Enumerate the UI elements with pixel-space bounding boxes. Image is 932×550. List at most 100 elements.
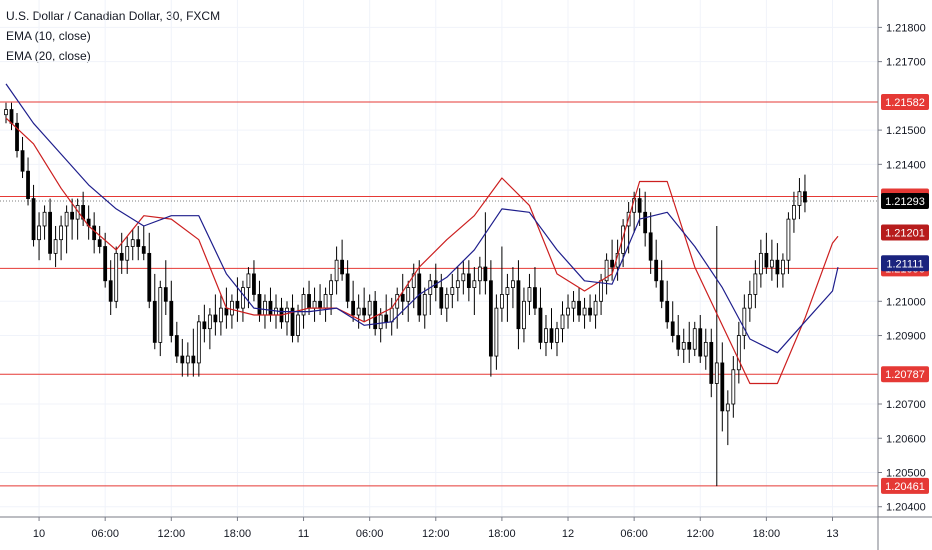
- candle: [323, 287, 328, 322]
- ema20-price-tag: 1.21111: [881, 255, 929, 272]
- candle: [252, 260, 256, 302]
- y-tick-label: 1.20400: [886, 502, 926, 514]
- candle-body-up: [758, 252, 763, 275]
- candle: [9, 102, 14, 131]
- candle-body-up: [494, 307, 499, 357]
- candle-body-up: [329, 280, 333, 295]
- ema20-price-tag-box: [881, 255, 929, 272]
- candle-body-down: [257, 294, 262, 316]
- last-price-tag-box: [881, 192, 929, 209]
- candle-body-down: [466, 273, 471, 289]
- candle: [312, 287, 317, 322]
- candle-body-up: [455, 280, 460, 289]
- candle: [185, 342, 190, 377]
- candle: [345, 260, 350, 309]
- x-tick-label: 12:00: [158, 528, 186, 540]
- ema20-line: [5, 83, 839, 354]
- candle-body-up: [714, 362, 719, 384]
- candle: [709, 328, 714, 398]
- candle: [692, 321, 697, 357]
- candle: [395, 287, 400, 329]
- candle-body-up: [742, 307, 747, 336]
- candle: [736, 321, 741, 384]
- candle-body-down: [488, 280, 493, 357]
- candle-body-up: [593, 300, 598, 316]
- y-tick-label: 1.21700: [886, 57, 926, 69]
- horizontal-levels: [0, 101, 878, 487]
- candle-body-up: [544, 328, 548, 343]
- x-tick-label: 06:00: [356, 528, 384, 540]
- candle: [555, 321, 559, 357]
- candle: [114, 246, 119, 309]
- y-tick-label: 1.20700: [886, 399, 926, 411]
- candle-body-down: [252, 273, 256, 295]
- candle-body-down: [108, 280, 113, 302]
- candle: [593, 294, 598, 329]
- candle: [571, 291, 576, 322]
- y-tick-label: 1.20500: [886, 467, 926, 479]
- candle: [588, 294, 592, 322]
- candle: [334, 246, 339, 295]
- candle-body-down: [213, 314, 218, 323]
- candle: [764, 232, 769, 274]
- candle-body-down: [648, 232, 653, 261]
- candle-body-up: [786, 218, 791, 261]
- candle-body-up: [736, 335, 741, 371]
- candle-body-up: [367, 300, 372, 316]
- candle-body-down: [147, 252, 152, 302]
- candle-body-up: [621, 225, 626, 254]
- candle: [279, 297, 284, 329]
- candle-body-down: [235, 300, 240, 309]
- candle-body-down: [163, 287, 168, 302]
- candle: [373, 291, 378, 336]
- candle-body-down: [439, 287, 444, 309]
- candle-body-down: [15, 122, 19, 152]
- y-tick-label: 1.20900: [886, 331, 926, 343]
- candle: [461, 260, 466, 295]
- candle: [163, 260, 168, 315]
- x-tick-label: 12: [562, 528, 574, 540]
- x-tick-label: 11: [298, 528, 309, 540]
- candle: [659, 260, 664, 309]
- candle: [351, 280, 356, 322]
- x-tick-label: 13: [826, 528, 838, 540]
- candle-body-down: [577, 300, 581, 316]
- candle: [797, 178, 802, 220]
- candle: [566, 294, 570, 329]
- candle: [753, 260, 758, 309]
- candle-body-down: [549, 328, 554, 343]
- level-price-tag-text: 1.21582: [885, 97, 925, 109]
- candle: [48, 198, 52, 261]
- candle: [499, 246, 504, 322]
- legend-ema10: EMA (10, close): [6, 29, 91, 43]
- candle: [307, 280, 311, 315]
- candle-body-down: [588, 307, 592, 316]
- candle-body-down: [31, 198, 36, 241]
- candle-body-down: [362, 307, 367, 316]
- candle: [108, 260, 113, 315]
- candle-body-up: [406, 287, 411, 302]
- x-tick-label: 18:00: [224, 528, 252, 540]
- last-price-tag-text: 1.21293: [885, 196, 925, 208]
- candle: [15, 112, 19, 158]
- candle-body-up: [747, 294, 752, 309]
- candle: [703, 328, 708, 370]
- candle-body-down: [268, 300, 273, 316]
- candle-body-down: [659, 280, 664, 302]
- candle: [533, 267, 537, 315]
- candle: [714, 225, 719, 487]
- candle-body-down: [538, 307, 543, 343]
- candle: [230, 294, 234, 329]
- candle: [477, 256, 482, 295]
- candle-body-down: [698, 328, 703, 357]
- candle: [235, 277, 240, 322]
- candle: [505, 273, 510, 322]
- candle-body-down: [318, 300, 322, 309]
- candle-body-down: [103, 246, 108, 282]
- candle-body-down: [351, 300, 356, 316]
- candle-body-up: [42, 211, 47, 227]
- candle-body-up: [411, 273, 416, 289]
- candle-body-down: [764, 252, 769, 268]
- candle: [241, 280, 245, 322]
